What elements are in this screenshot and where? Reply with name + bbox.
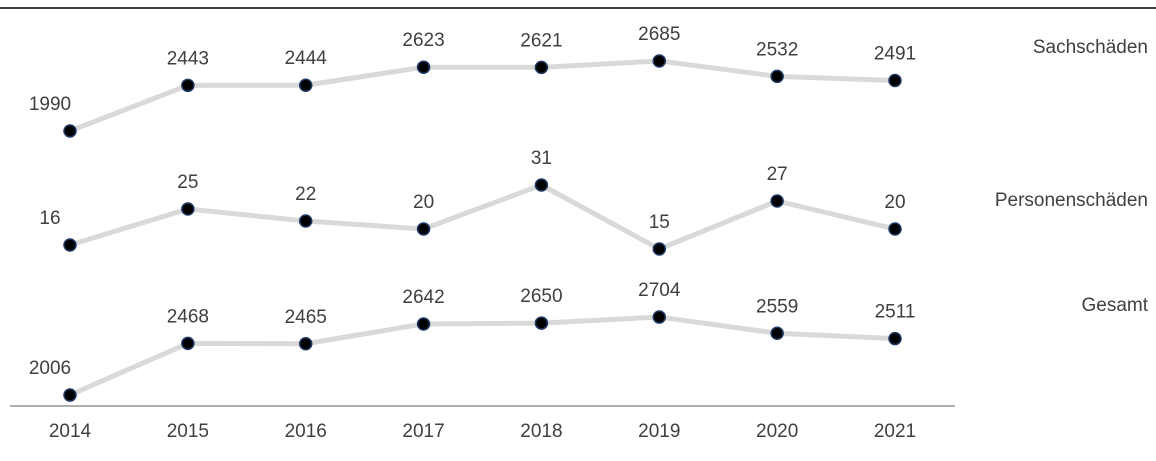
data-label: 2468	[167, 306, 209, 327]
x-tick-label: 2017	[402, 421, 444, 442]
data-label: 2443	[167, 48, 209, 69]
x-tick-label: 2021	[874, 421, 916, 442]
data-label: 22	[295, 184, 316, 205]
data-label: 20	[884, 192, 905, 213]
data-label: 2621	[520, 30, 562, 51]
data-label: 2704	[638, 280, 681, 301]
data-point	[534, 60, 549, 75]
data-label: 2444	[285, 48, 328, 69]
data-point	[298, 78, 313, 92]
data-point	[652, 242, 667, 256]
data-point	[888, 331, 902, 346]
data-point	[416, 317, 431, 331]
data-point	[298, 214, 313, 228]
data-point	[181, 78, 195, 93]
data-label: 2491	[874, 44, 916, 65]
data-label: 2685	[638, 24, 680, 45]
data-point	[770, 194, 784, 208]
x-tick-label: 2020	[756, 421, 798, 442]
data-label: 15	[649, 212, 670, 233]
x-tick-label: 2016	[285, 421, 327, 442]
data-point	[534, 178, 549, 192]
data-point	[770, 69, 784, 84]
data-point	[416, 222, 431, 236]
series-name: Gesamt	[1081, 295, 1148, 316]
data-label: 27	[767, 164, 788, 185]
data-point	[652, 54, 667, 68]
data-label: 2465	[285, 307, 327, 328]
x-tick-label: 2015	[167, 421, 209, 442]
series-line	[69, 182, 896, 252]
data-label: 2006	[29, 358, 71, 379]
data-point	[534, 316, 549, 330]
data-label: 1990	[29, 94, 71, 115]
x-tick-label: 2014	[49, 421, 92, 442]
series-line	[69, 58, 896, 134]
data-label: 25	[177, 172, 198, 193]
series-name: Personenschäden	[995, 190, 1148, 211]
data-label: 2623	[402, 30, 444, 51]
data-label: 2511	[875, 302, 916, 323]
data-point	[63, 388, 77, 402]
data-point	[416, 60, 431, 74]
data-label: 2559	[756, 296, 798, 317]
x-tick-label: 2019	[638, 421, 680, 442]
data-point	[63, 124, 77, 138]
series-name: Sachschäden	[1033, 37, 1148, 58]
data-point	[770, 326, 784, 340]
data-label: 31	[531, 148, 552, 169]
data-point	[888, 222, 902, 236]
data-point	[181, 202, 195, 216]
data-point	[652, 310, 667, 324]
data-point	[298, 336, 313, 351]
data-point	[181, 336, 195, 351]
data-point	[888, 73, 902, 88]
series-line	[68, 314, 896, 398]
data-label: 2642	[402, 287, 444, 308]
data-label: 2532	[756, 39, 798, 60]
data-label: 16	[39, 208, 60, 229]
data-label: 20	[413, 192, 434, 213]
data-point	[63, 238, 77, 252]
data-label: 2650	[520, 286, 562, 307]
x-tick-label: 2018	[520, 421, 562, 442]
